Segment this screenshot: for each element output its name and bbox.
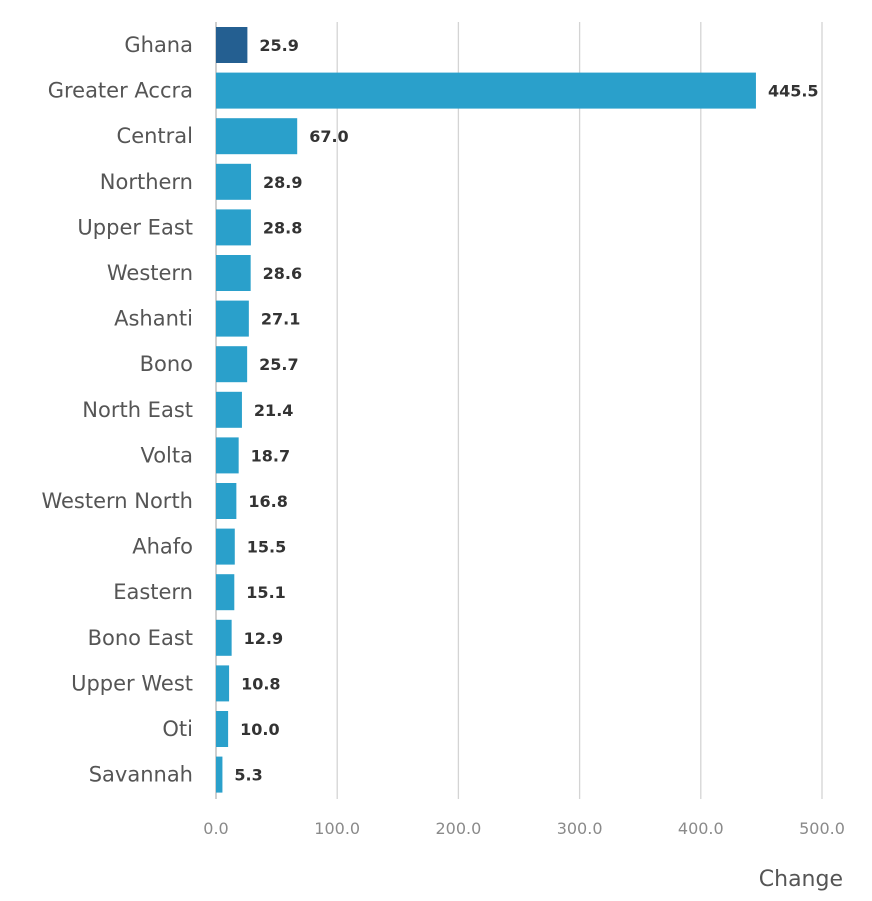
category-label: Oti xyxy=(162,717,193,741)
bar-northern xyxy=(216,163,252,200)
category-label: Eastern xyxy=(113,580,193,604)
data-label: 27.1 xyxy=(261,310,300,329)
bar-north-east xyxy=(216,391,242,428)
category-label: North East xyxy=(82,398,193,422)
data-label: 10.0 xyxy=(240,720,279,739)
category-label: Volta xyxy=(140,443,193,467)
category-label: Upper West xyxy=(71,671,193,695)
category-labels: Ghana Greater Accra Central Northern Upper E… xyxy=(41,33,193,787)
category-label: Ahafo xyxy=(132,535,193,559)
data-label: 15.5 xyxy=(247,538,286,557)
data-label: 25.7 xyxy=(259,355,298,374)
data-label: 18.7 xyxy=(251,446,290,465)
data-label: 16.8 xyxy=(248,492,287,511)
data-label: 28.6 xyxy=(263,264,302,283)
x-tick-label: 400.0 xyxy=(678,819,724,838)
bar-bono xyxy=(216,346,248,383)
data-label: 28.9 xyxy=(263,173,302,192)
category-label: Bono East xyxy=(88,626,193,650)
bar-ahafo xyxy=(216,528,235,565)
bar-bono-east xyxy=(216,619,232,656)
data-label: 5.3 xyxy=(234,766,262,785)
bar-western xyxy=(216,255,251,291)
data-label: 445.5 xyxy=(768,82,819,101)
x-axis-ticks: 0.0 100.0 200.0 300.0 400.0 500.0 xyxy=(203,819,845,838)
bar-western-north xyxy=(216,483,237,519)
category-label: Bono xyxy=(140,352,193,376)
x-tick-label: 500.0 xyxy=(799,819,845,838)
x-tick-label: 300.0 xyxy=(557,819,603,838)
data-label: 25.9 xyxy=(259,36,298,55)
category-label: Ashanti xyxy=(114,307,193,331)
category-label: Western xyxy=(107,261,193,285)
data-label: 15.1 xyxy=(246,583,285,602)
bar-greater-accra xyxy=(216,72,756,109)
bar-volta xyxy=(216,437,239,474)
bars xyxy=(216,27,756,793)
bar-central xyxy=(216,118,298,155)
bar-eastern xyxy=(216,574,235,611)
category-label: Northern xyxy=(100,170,193,194)
data-label: 67.0 xyxy=(309,127,348,146)
x-tick-label: 0.0 xyxy=(203,819,228,838)
value-labels: 25.9 445.5 67.0 28.9 28.8 28.6 27.1 25.7 21.4 18.… xyxy=(234,36,818,785)
category-label: Ghana xyxy=(124,33,193,57)
category-label: Savannah xyxy=(89,763,193,787)
bar-upper-east xyxy=(216,209,251,246)
bar-oti xyxy=(216,711,229,747)
grid-lines xyxy=(215,22,823,799)
data-label: 10.8 xyxy=(241,674,280,693)
bar-upper-west xyxy=(216,665,230,702)
category-label: Upper East xyxy=(77,215,193,239)
bar-savannah xyxy=(216,756,223,793)
category-label: Central xyxy=(117,124,193,148)
x-axis-title: Change xyxy=(759,867,843,892)
bar-ghana xyxy=(216,27,248,63)
bar-ashanti xyxy=(216,300,249,337)
data-label: 12.9 xyxy=(244,629,283,648)
category-label: Western North xyxy=(41,489,193,513)
x-tick-label: 200.0 xyxy=(435,819,481,838)
x-tick-label: 100.0 xyxy=(314,819,360,838)
data-label: 28.8 xyxy=(263,218,302,237)
category-label: Greater Accra xyxy=(48,79,193,103)
data-label: 21.4 xyxy=(254,401,293,420)
